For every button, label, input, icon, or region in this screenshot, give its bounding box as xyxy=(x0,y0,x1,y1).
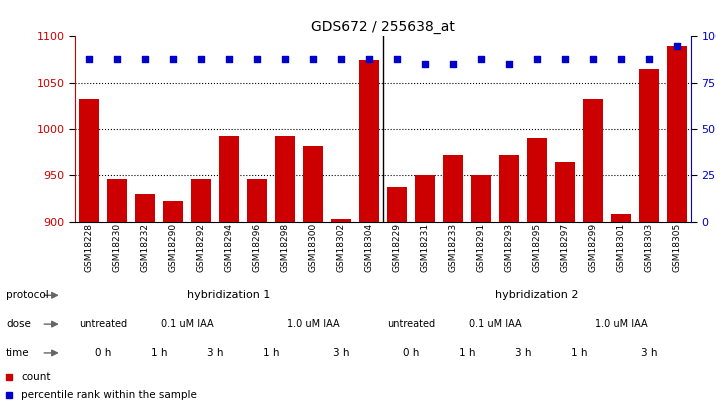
Bar xyxy=(107,179,127,222)
Point xyxy=(420,61,431,68)
Point xyxy=(559,55,571,62)
Bar xyxy=(471,175,491,222)
Text: count: count xyxy=(21,372,51,382)
Text: hybridization 1: hybridization 1 xyxy=(188,290,271,300)
Bar xyxy=(555,162,575,222)
Point xyxy=(223,55,235,62)
Bar xyxy=(387,187,407,222)
Bar xyxy=(611,214,631,222)
Point xyxy=(168,55,179,62)
Text: untreated: untreated xyxy=(79,319,127,329)
Point xyxy=(363,55,374,62)
Bar xyxy=(332,219,351,222)
Bar xyxy=(415,175,435,222)
Text: percentile rank within the sample: percentile rank within the sample xyxy=(21,390,198,400)
Title: GDS672 / 255638_at: GDS672 / 255638_at xyxy=(311,20,455,34)
Point xyxy=(112,55,123,62)
Point xyxy=(448,61,459,68)
Text: 1.0 uM IAA: 1.0 uM IAA xyxy=(595,319,647,329)
Bar xyxy=(219,136,239,222)
Text: time: time xyxy=(6,348,29,358)
Bar xyxy=(583,98,603,222)
Text: protocol: protocol xyxy=(6,290,49,300)
Text: 3 h: 3 h xyxy=(207,348,223,358)
Bar xyxy=(359,60,379,222)
Text: 3 h: 3 h xyxy=(515,348,531,358)
Text: 1 h: 1 h xyxy=(571,348,587,358)
Point xyxy=(615,55,626,62)
Bar xyxy=(163,201,183,222)
Point xyxy=(307,55,319,62)
Text: 0 h: 0 h xyxy=(403,348,420,358)
Point xyxy=(392,55,403,62)
Point xyxy=(84,55,95,62)
Bar xyxy=(79,98,99,222)
Text: untreated: untreated xyxy=(387,319,435,329)
Text: 1 h: 1 h xyxy=(151,348,168,358)
Point xyxy=(279,55,291,62)
Text: 3 h: 3 h xyxy=(333,348,349,358)
Bar xyxy=(443,155,463,222)
Point xyxy=(531,55,543,62)
Text: 1 h: 1 h xyxy=(263,348,279,358)
Text: 1 h: 1 h xyxy=(459,348,475,358)
Point xyxy=(503,61,515,68)
Point xyxy=(195,55,207,62)
Text: 0 h: 0 h xyxy=(95,348,112,358)
Text: dose: dose xyxy=(6,319,31,329)
Point xyxy=(335,55,347,62)
Text: 0.1 uM IAA: 0.1 uM IAA xyxy=(161,319,213,329)
Bar xyxy=(191,179,211,222)
Bar xyxy=(527,139,547,222)
Point xyxy=(251,55,263,62)
Text: 1.0 uM IAA: 1.0 uM IAA xyxy=(287,319,339,329)
Text: hybridization 2: hybridization 2 xyxy=(495,290,579,300)
Text: 0.1 uM IAA: 0.1 uM IAA xyxy=(469,319,521,329)
Bar xyxy=(247,179,267,222)
Bar xyxy=(304,146,323,222)
Bar xyxy=(639,69,659,222)
Point xyxy=(643,55,654,62)
Bar xyxy=(499,155,519,222)
Point xyxy=(671,43,682,49)
Bar xyxy=(135,194,155,222)
Bar xyxy=(667,46,687,222)
Bar xyxy=(276,136,295,222)
Point xyxy=(587,55,599,62)
Text: 3 h: 3 h xyxy=(641,348,657,358)
Point xyxy=(475,55,487,62)
Point xyxy=(140,55,151,62)
